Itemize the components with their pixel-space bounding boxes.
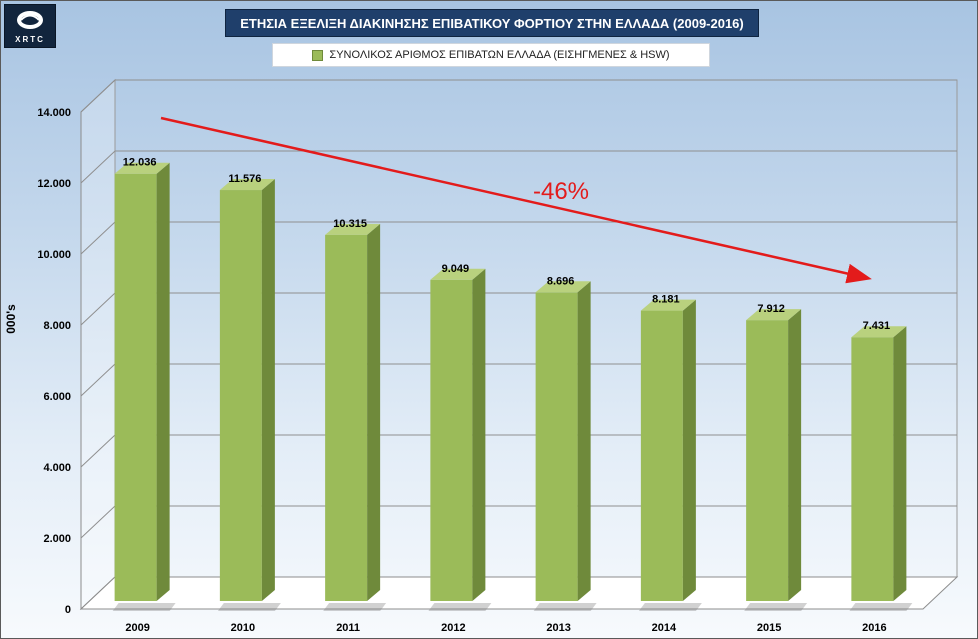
chart-floor	[79, 576, 959, 610]
gridline	[80, 221, 957, 255]
bar	[323, 223, 387, 611]
bar-top	[219, 179, 275, 191]
bar-front	[640, 310, 683, 601]
bar-top	[535, 281, 591, 293]
x-tick-label: 2012	[441, 622, 465, 634]
xrtc-logo: XRTC	[4, 4, 56, 48]
bar-front	[219, 190, 262, 601]
bar-front	[746, 320, 789, 601]
bar-front	[851, 337, 894, 601]
bar-side	[472, 268, 486, 601]
bar-top	[325, 223, 381, 235]
bar-side	[577, 281, 591, 601]
data-labels: 12.036 11.576 10.315 9.049 8.696 8.181 7.912 7.…	[123, 157, 890, 332]
bar-top	[640, 299, 696, 311]
gridline	[80, 434, 957, 468]
y-tick-label: 8.000	[43, 320, 71, 332]
gridline	[80, 505, 957, 539]
y-tick-label: 12.000	[37, 178, 71, 190]
gridline	[80, 292, 957, 326]
gridline	[80, 363, 957, 397]
y-tick-labels: 0 2.000 4.000 6.000 8.000 10.000 12.000 14.000	[37, 107, 71, 616]
legend-label: ΣΥΝΟΛΙΚΟΣ ΑΡΙΘΜΟΣ ΕΠΙΒΑΤΩΝ ΕΛΛΑΔΑ (ΕΙΣΗΓ…	[329, 49, 670, 61]
bar-top	[851, 326, 907, 338]
legend-swatch	[312, 49, 324, 61]
logo-text: XRTC	[15, 35, 45, 44]
bar-side	[682, 299, 696, 601]
data-label: 8.696	[547, 275, 575, 287]
y-tick-label: 6.000	[43, 391, 71, 403]
trend-percent-label: -46%	[533, 178, 589, 205]
bar	[638, 299, 702, 611]
bar-front	[325, 234, 368, 601]
bar-shadow	[112, 603, 176, 611]
y-tick-label: 10.000	[37, 249, 71, 261]
x-tick-label: 2010	[231, 622, 255, 634]
bar-side	[788, 309, 802, 601]
bar-side	[156, 162, 170, 602]
bar-shadow	[849, 603, 913, 611]
bar	[849, 326, 913, 611]
chart-gridlines	[80, 79, 957, 610]
x-tick-label: 2013	[546, 622, 570, 634]
chart-legend: ΣΥΝΟΛΙΚΟΣ ΑΡΙΘΜΟΣ ΕΠΙΒΑΤΩΝ ΕΛΛΑΔΑ (ΕΙΣΗΓ…	[272, 43, 710, 67]
bar-front	[535, 292, 578, 601]
y-tick-label: 4.000	[43, 462, 71, 474]
data-label: 11.576	[228, 173, 261, 185]
logo-emblem-icon	[17, 11, 43, 29]
bar	[217, 179, 281, 611]
x-tick-labels: 2009 2010 2011 2012 2013 2014 2015 2016	[125, 622, 886, 634]
y-tick-label: 14.000	[37, 107, 71, 119]
bar-front	[430, 279, 473, 601]
bar-top	[746, 309, 802, 321]
chart-bars	[112, 162, 913, 611]
x-tick-label: 2015	[757, 622, 781, 634]
x-tick-label: 2011	[336, 622, 360, 634]
trend-arrow	[160, 116, 872, 284]
bar-shadow	[217, 603, 281, 611]
data-label: 10.315	[333, 218, 367, 230]
side-wall	[80, 78, 116, 611]
bar-shadow	[428, 603, 492, 611]
gridline	[80, 79, 957, 113]
bar-side	[893, 326, 907, 601]
bar	[112, 162, 176, 611]
bar-side	[367, 223, 381, 601]
x-tick-label: 2014	[652, 622, 677, 634]
x-tick-label: 2009	[125, 622, 149, 634]
y-tick-label: 2.000	[43, 533, 71, 545]
trend-annotation: -46%	[160, 116, 872, 284]
bar-shadow	[744, 603, 808, 611]
y-axis-label: 000's	[4, 304, 18, 334]
bar-side	[261, 179, 275, 601]
data-label: 7.431	[863, 320, 891, 332]
bar-shadow	[323, 603, 387, 611]
y-tick-label: 0	[65, 604, 71, 616]
data-label: 9.049	[442, 263, 470, 275]
data-label: 12.036	[123, 157, 157, 169]
bar-front	[114, 173, 157, 602]
chart-floor-plane	[79, 576, 959, 610]
chart-walls	[80, 78, 958, 611]
chart-title: ΕΤΗΣΙΑ ΕΞΕΛΙΞΗ ΔΙΑΚΙΝΗΣΗΣ ΕΠΙΒΑΤΙΚΟΥ ΦΟΡ…	[225, 9, 759, 37]
x-tick-label: 2016	[862, 622, 886, 634]
gridline	[80, 150, 957, 184]
bar-shadow	[638, 603, 702, 611]
data-label: 8.181	[652, 294, 680, 306]
bar	[533, 281, 597, 611]
bar	[744, 309, 808, 611]
bar-top	[430, 268, 486, 280]
bar	[428, 268, 492, 611]
bar-shadow	[533, 603, 597, 611]
data-label: 7.912	[757, 303, 785, 315]
bar-top	[114, 162, 170, 174]
